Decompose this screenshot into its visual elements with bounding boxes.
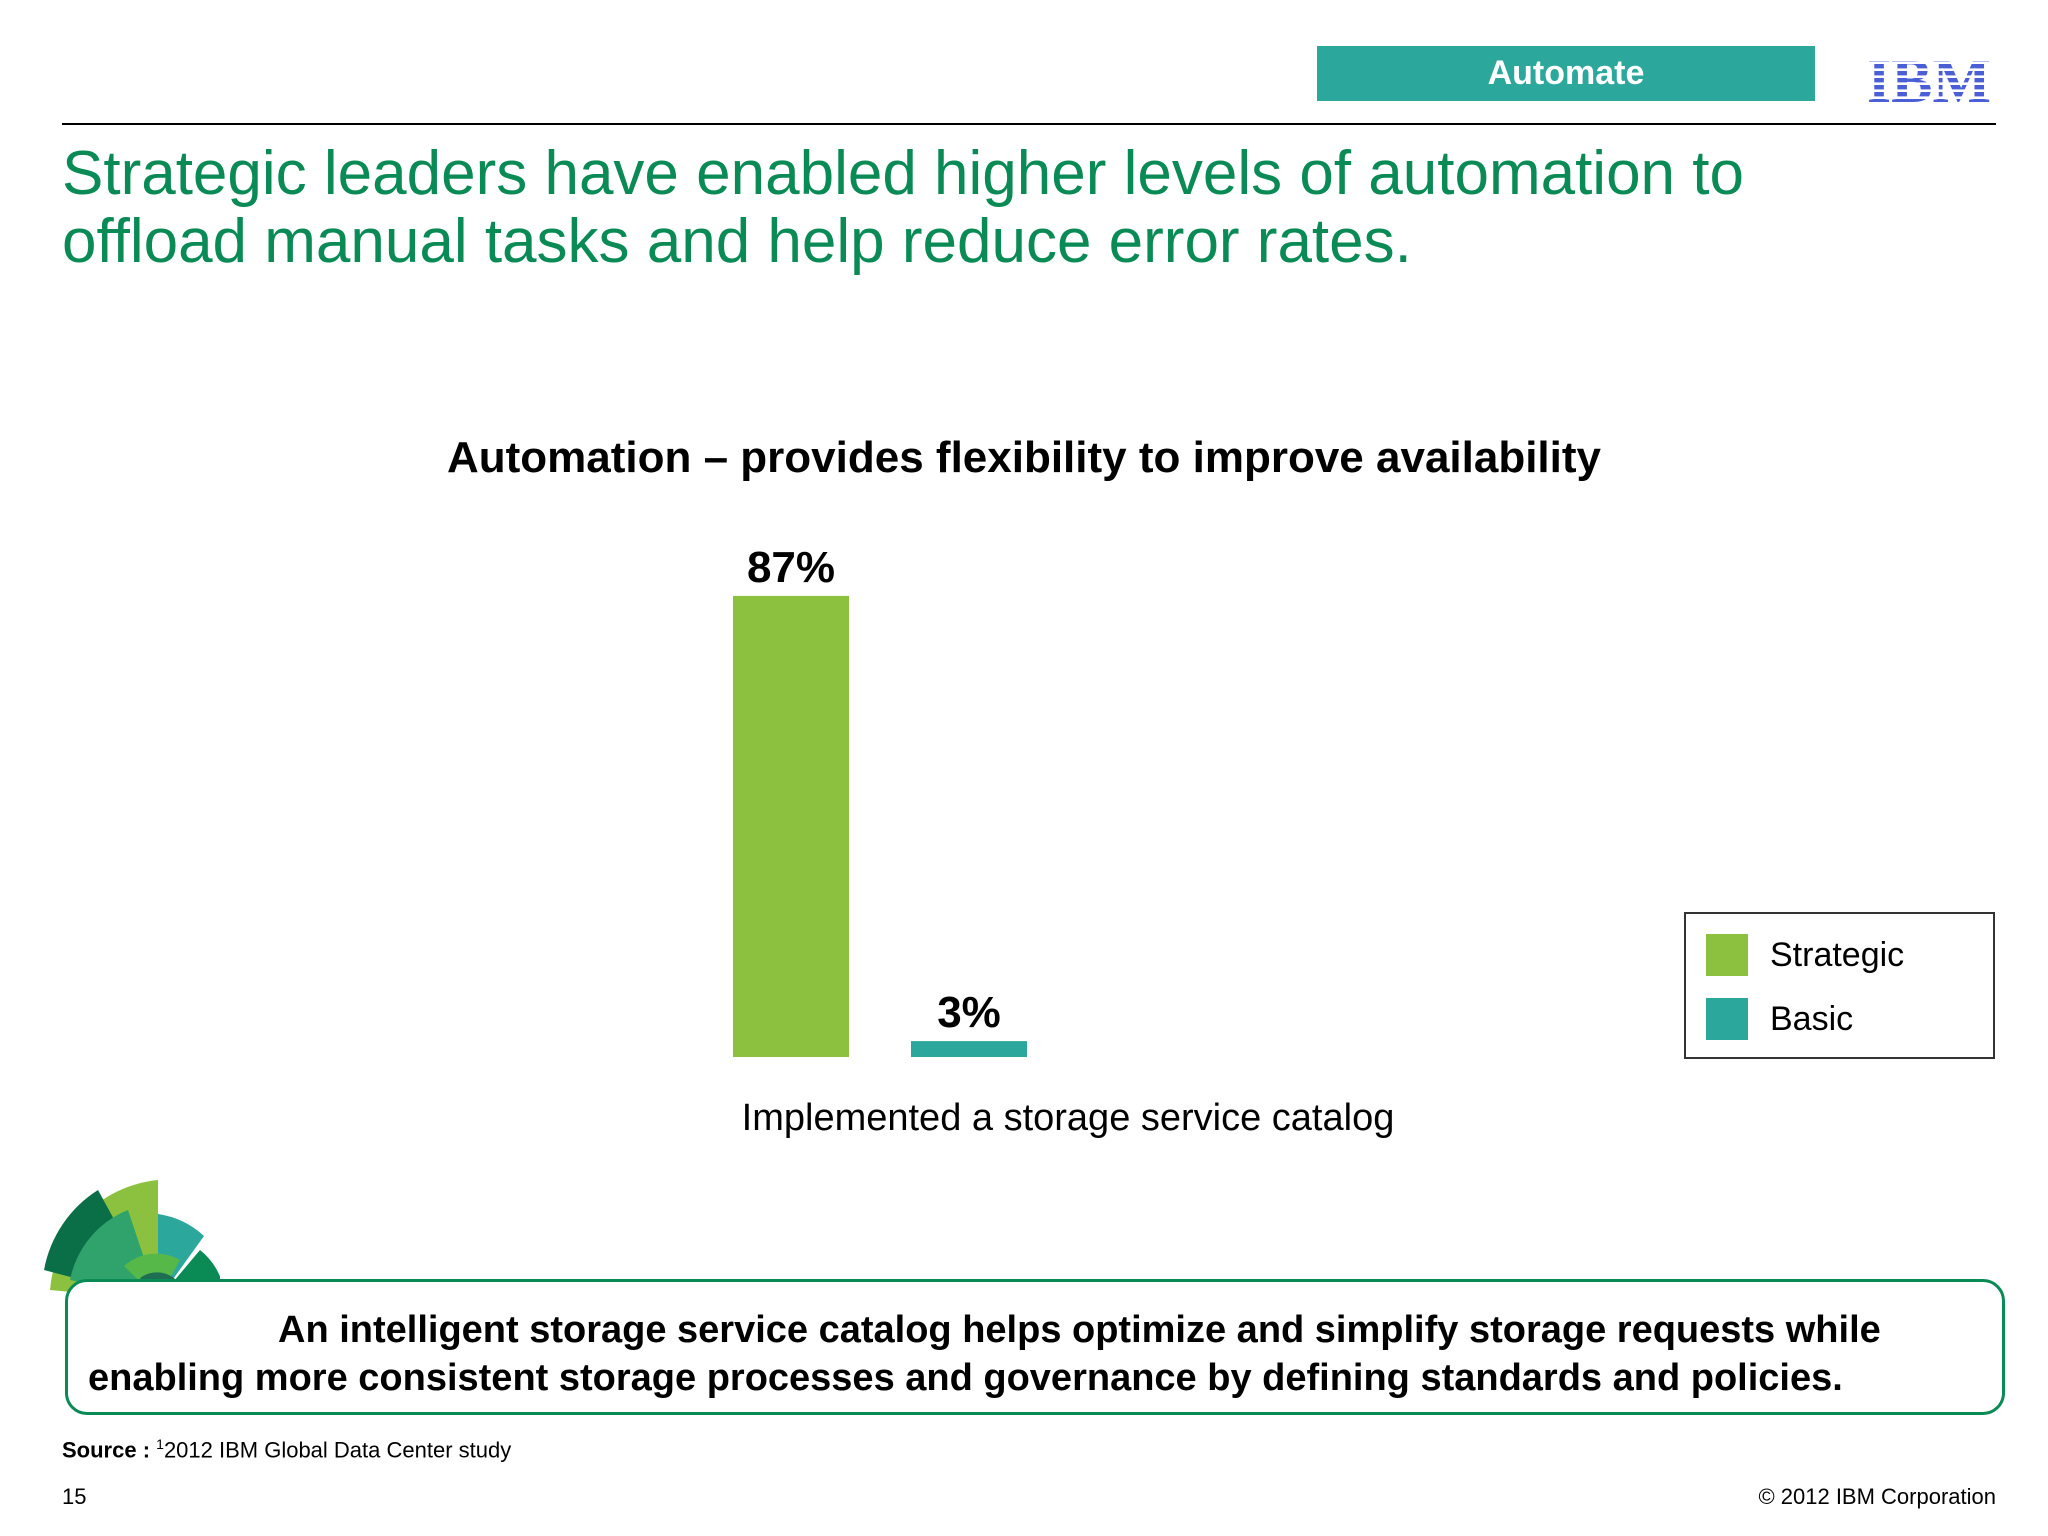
legend-item-basic: Basic: [1706, 998, 1853, 1040]
legend-swatch-strategic: [1706, 934, 1748, 976]
page-number: 15: [62, 1484, 87, 1509]
data-label-strategic: 87%: [747, 543, 835, 592]
source-text: 2012 IBM Global Data Center study: [163, 1437, 512, 1463]
section-tag: Automate: [1317, 46, 1815, 101]
svg-text:IBM: IBM: [1867, 50, 1991, 106]
legend-swatch-basic: [1706, 998, 1748, 1040]
source-superscript: 1: [156, 1436, 164, 1452]
legend-label-strategic: Strategic: [1770, 935, 1905, 974]
legend-item-strategic: Strategic: [1706, 934, 1904, 976]
slide-title: Strategic leaders have enabled higher le…: [62, 139, 1744, 276]
bar-basic: [911, 1041, 1027, 1057]
bar-strategic: [733, 595, 849, 1057]
data-label-basic: 3%: [937, 988, 1001, 1037]
callout-box: An intelligent storage service catalog h…: [65, 1279, 2005, 1415]
ibm-logo: IBM: [1867, 50, 1991, 106]
source-note: Source : 12012 IBM Global Data Center st…: [62, 1436, 511, 1463]
chart-title: Automation – provides flexibility to imp…: [446, 433, 1602, 482]
legend-label-basic: Basic: [1770, 999, 1854, 1038]
header-divider: [62, 123, 1996, 125]
callout-text: An intelligent storage service catalog h…: [88, 1309, 1881, 1399]
chart-legend: Strategic Basic: [1684, 912, 1995, 1059]
source-prefix: Source :: [62, 1437, 157, 1463]
copyright: © 2012 IBM Corporation: [1758, 1484, 1996, 1509]
category-label: Implemented a storage service catalog: [742, 1097, 1395, 1139]
